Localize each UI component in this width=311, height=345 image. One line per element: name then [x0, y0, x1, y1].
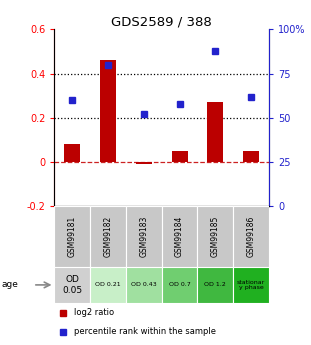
Bar	[90, 267, 126, 303]
Text: stationar
y phase: stationar y phase	[237, 279, 265, 290]
Text: GSM99186: GSM99186	[247, 216, 256, 257]
Text: log2 ratio: log2 ratio	[74, 308, 114, 317]
Bar	[54, 206, 90, 267]
Text: GSM99185: GSM99185	[211, 216, 220, 257]
Bar	[197, 267, 233, 303]
Text: OD 0.7: OD 0.7	[169, 283, 190, 287]
Title: GDS2589 / 388: GDS2589 / 388	[111, 15, 212, 28]
Bar	[90, 206, 126, 267]
Bar	[126, 267, 162, 303]
Bar	[197, 206, 233, 267]
Text: GSM99184: GSM99184	[175, 216, 184, 257]
Bar	[100, 60, 116, 162]
Bar	[136, 162, 152, 164]
Text: GSM99182: GSM99182	[104, 216, 113, 257]
Bar	[172, 151, 188, 162]
Bar	[126, 206, 162, 267]
Text: GSM99181: GSM99181	[68, 216, 77, 257]
Text: OD 1.2: OD 1.2	[205, 283, 226, 287]
Bar	[233, 206, 269, 267]
Bar	[243, 151, 259, 162]
Text: OD 0.21: OD 0.21	[95, 283, 121, 287]
Text: OD 0.43: OD 0.43	[131, 283, 157, 287]
Bar	[162, 267, 197, 303]
Bar	[54, 267, 90, 303]
Bar	[162, 206, 197, 267]
Bar	[207, 102, 223, 162]
Bar	[233, 267, 269, 303]
Text: GSM99183: GSM99183	[139, 216, 148, 257]
Bar	[64, 144, 80, 162]
Text: percentile rank within the sample: percentile rank within the sample	[74, 327, 216, 336]
Text: OD
0.05: OD 0.05	[62, 275, 82, 295]
Text: age: age	[2, 280, 18, 289]
